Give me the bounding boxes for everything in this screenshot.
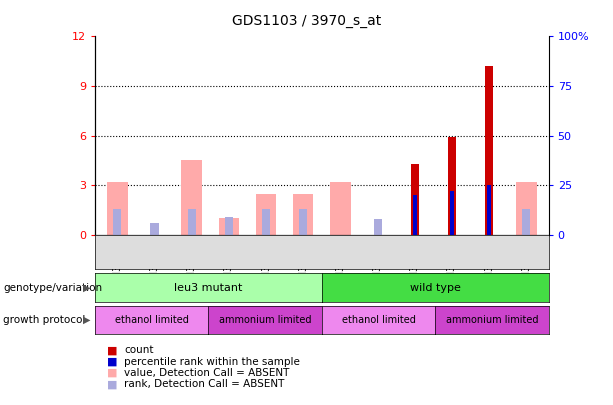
Text: ■: ■ — [107, 379, 118, 389]
Text: growth protocol: growth protocol — [3, 315, 85, 325]
Bar — [256, 194, 276, 235]
Text: ethanol limited: ethanol limited — [341, 315, 416, 325]
Text: wild type: wild type — [410, 283, 460, 292]
Bar — [113, 209, 121, 235]
Text: count: count — [124, 345, 154, 355]
Bar — [485, 66, 493, 235]
Bar — [450, 191, 454, 235]
Bar — [107, 182, 128, 235]
Text: genotype/variation: genotype/variation — [3, 283, 102, 292]
Bar — [373, 219, 382, 235]
Text: percentile rank within the sample: percentile rank within the sample — [124, 357, 300, 367]
Bar — [413, 195, 417, 235]
Text: GDS1103 / 3970_s_at: GDS1103 / 3970_s_at — [232, 14, 381, 28]
Text: ethanol limited: ethanol limited — [115, 315, 189, 325]
Bar — [225, 217, 233, 235]
Bar — [219, 218, 239, 235]
Bar — [181, 160, 202, 235]
Bar — [522, 209, 530, 235]
Text: rank, Detection Call = ABSENT: rank, Detection Call = ABSENT — [124, 379, 285, 389]
Bar — [411, 164, 419, 235]
Text: ■: ■ — [107, 345, 118, 355]
Bar — [448, 137, 456, 235]
Text: ammonium limited: ammonium limited — [219, 315, 311, 325]
Bar — [188, 209, 196, 235]
Bar — [487, 185, 492, 235]
Bar — [293, 194, 313, 235]
Bar — [299, 209, 307, 235]
Text: ■: ■ — [107, 357, 118, 367]
Bar — [150, 223, 159, 235]
Bar — [262, 209, 270, 235]
Text: value, Detection Call = ABSENT: value, Detection Call = ABSENT — [124, 368, 290, 378]
Bar — [330, 182, 351, 235]
Bar — [516, 182, 536, 235]
Text: ▶: ▶ — [83, 315, 91, 325]
Text: ▶: ▶ — [83, 283, 91, 292]
Text: ammonium limited: ammonium limited — [446, 315, 538, 325]
Text: ■: ■ — [107, 368, 118, 378]
Text: leu3 mutant: leu3 mutant — [174, 283, 243, 292]
